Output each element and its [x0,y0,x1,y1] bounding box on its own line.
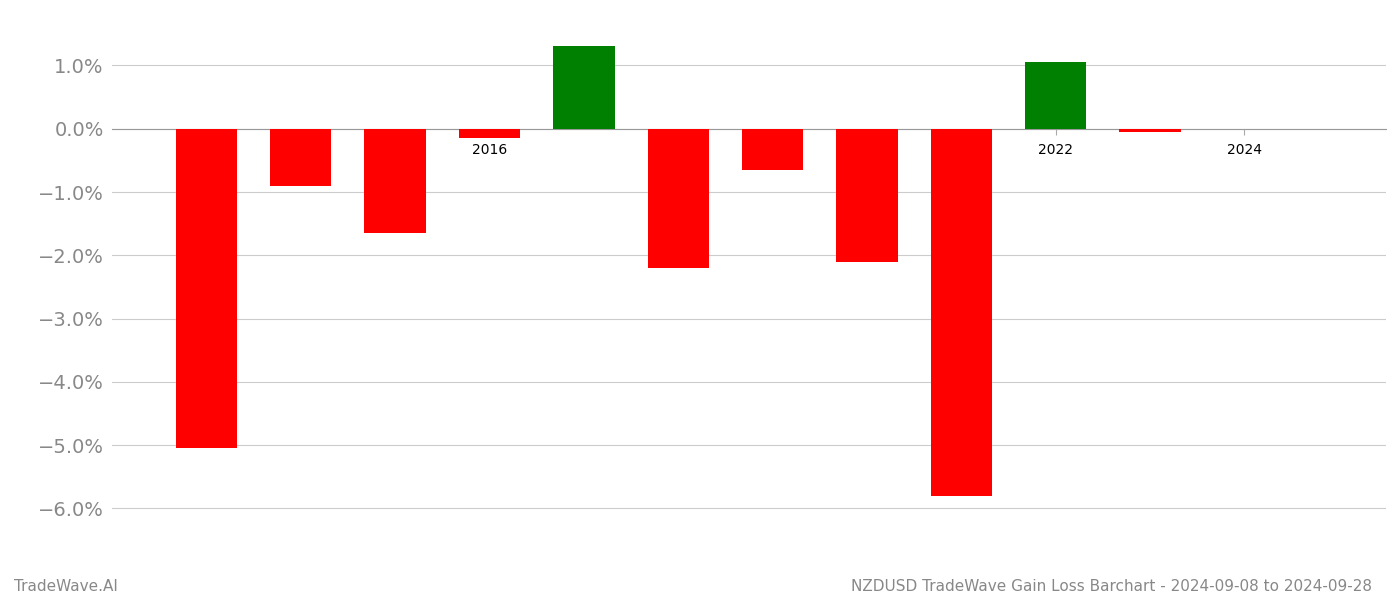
Bar [648,129,708,268]
Bar [742,129,804,170]
Bar [175,129,237,448]
Bar [1025,62,1086,129]
Bar [553,46,615,129]
Bar [931,129,993,496]
Bar [459,129,521,138]
Text: NZDUSD TradeWave Gain Loss Barchart - 2024-09-08 to 2024-09-28: NZDUSD TradeWave Gain Loss Barchart - 20… [851,579,1372,594]
Text: TradeWave.AI: TradeWave.AI [14,579,118,594]
Bar [1120,129,1180,132]
Bar [836,129,897,262]
Bar [270,129,332,185]
Bar [364,129,426,233]
